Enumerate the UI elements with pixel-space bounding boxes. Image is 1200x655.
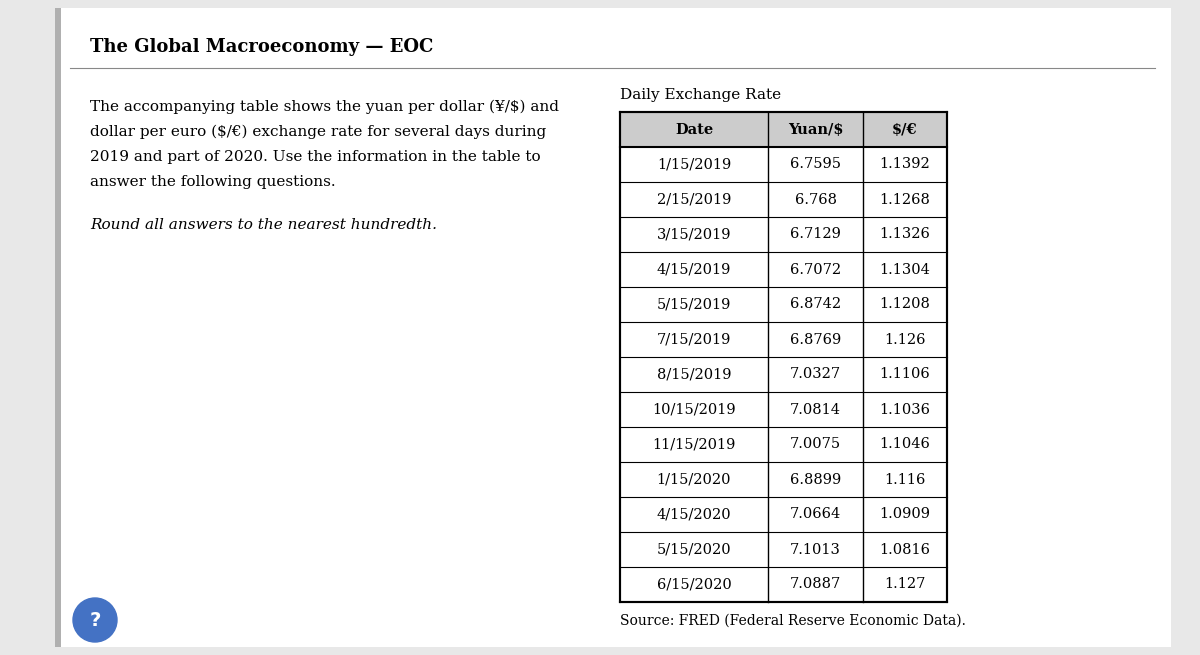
Text: 6.7595: 6.7595 xyxy=(790,157,841,172)
Bar xyxy=(55,8,61,647)
Text: The accompanying table shows the yuan per dollar (¥/$) and: The accompanying table shows the yuan pe… xyxy=(90,100,559,115)
Text: 7.0075: 7.0075 xyxy=(790,438,841,451)
Text: 1.1046: 1.1046 xyxy=(880,438,930,451)
Text: 10/15/2019: 10/15/2019 xyxy=(652,403,736,417)
Text: 11/15/2019: 11/15/2019 xyxy=(653,438,736,451)
Text: 6.8769: 6.8769 xyxy=(790,333,841,346)
Text: 1.1106: 1.1106 xyxy=(880,367,930,381)
Bar xyxy=(620,112,947,602)
Text: Source: FRED (Federal Reserve Economic Data).: Source: FRED (Federal Reserve Economic D… xyxy=(620,614,966,628)
Text: 6.7129: 6.7129 xyxy=(790,227,841,242)
Text: 2019 and part of 2020. Use the information in the table to: 2019 and part of 2020. Use the informati… xyxy=(90,150,541,164)
Text: 1.1036: 1.1036 xyxy=(880,403,930,417)
Text: The Global Macroeconomy — EOC: The Global Macroeconomy — EOC xyxy=(90,38,433,56)
Text: 7.0664: 7.0664 xyxy=(790,508,841,521)
Text: Date: Date xyxy=(674,122,713,136)
Text: 1.126: 1.126 xyxy=(884,333,925,346)
Text: 2/15/2019: 2/15/2019 xyxy=(656,193,731,206)
Text: 1.1392: 1.1392 xyxy=(880,157,930,172)
Circle shape xyxy=(73,598,118,642)
Text: 6.768: 6.768 xyxy=(794,193,836,206)
Text: ?: ? xyxy=(89,610,101,629)
Text: 1.1326: 1.1326 xyxy=(880,227,930,242)
Text: Daily Exchange Rate: Daily Exchange Rate xyxy=(620,88,781,102)
Text: 6.8742: 6.8742 xyxy=(790,297,841,312)
Text: $/€: $/€ xyxy=(892,122,918,136)
Text: 4/15/2020: 4/15/2020 xyxy=(656,508,731,521)
Text: 1.0816: 1.0816 xyxy=(880,542,930,557)
Text: 1.0909: 1.0909 xyxy=(880,508,930,521)
Text: 1.1208: 1.1208 xyxy=(880,297,930,312)
Text: 1.1304: 1.1304 xyxy=(880,263,930,276)
Text: answer the following questions.: answer the following questions. xyxy=(90,175,336,189)
Text: 7.0327: 7.0327 xyxy=(790,367,841,381)
Text: 4/15/2019: 4/15/2019 xyxy=(656,263,731,276)
Bar xyxy=(620,112,947,147)
Text: 3/15/2019: 3/15/2019 xyxy=(656,227,731,242)
Text: 7/15/2019: 7/15/2019 xyxy=(656,333,731,346)
Text: 8/15/2019: 8/15/2019 xyxy=(656,367,731,381)
Text: 1.1268: 1.1268 xyxy=(880,193,930,206)
Text: 5/15/2020: 5/15/2020 xyxy=(656,542,731,557)
Text: 5/15/2019: 5/15/2019 xyxy=(656,297,731,312)
Text: Yuan/$: Yuan/$ xyxy=(787,122,844,136)
Text: 7.0887: 7.0887 xyxy=(790,578,841,591)
Text: Round all answers to the nearest hundredth.: Round all answers to the nearest hundred… xyxy=(90,218,437,232)
Text: 7.1013: 7.1013 xyxy=(790,542,841,557)
Text: 6.8899: 6.8899 xyxy=(790,472,841,487)
Text: 7.0814: 7.0814 xyxy=(790,403,841,417)
Text: 1/15/2019: 1/15/2019 xyxy=(656,157,731,172)
Text: 1/15/2020: 1/15/2020 xyxy=(656,472,731,487)
Text: 1.127: 1.127 xyxy=(884,578,925,591)
Text: 6.7072: 6.7072 xyxy=(790,263,841,276)
Text: 1.116: 1.116 xyxy=(884,472,925,487)
Text: 6/15/2020: 6/15/2020 xyxy=(656,578,731,591)
Text: dollar per euro ($/€) exchange rate for several days during: dollar per euro ($/€) exchange rate for … xyxy=(90,125,546,140)
